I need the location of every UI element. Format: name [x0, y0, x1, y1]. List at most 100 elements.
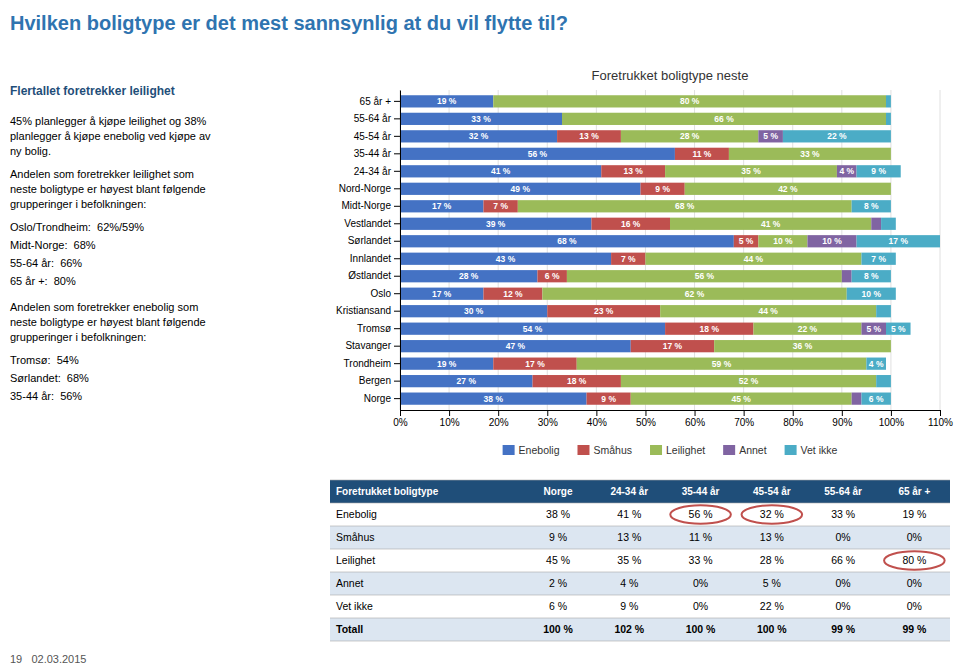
- data-label: 13 %: [579, 131, 599, 141]
- x-tick: 0%: [393, 410, 408, 428]
- text-line: grupperinger i befolkningen:: [10, 198, 146, 210]
- bar-segment: [876, 305, 891, 317]
- table-cell: 0%: [693, 600, 708, 612]
- bar-segment: [631, 340, 714, 352]
- footer: 19 02.03.2015: [10, 653, 86, 665]
- chart-title: Foretrukket boligtype neste: [592, 68, 749, 83]
- bar-segment: [645, 253, 861, 265]
- bar-segment: [886, 323, 911, 335]
- bar-segment: [665, 323, 753, 335]
- bar-segment: [400, 200, 483, 212]
- y-tick: Oslo: [370, 288, 400, 299]
- bar-segment: [537, 270, 566, 282]
- series-bars: [493, 95, 891, 405]
- bar-segment: [852, 393, 862, 405]
- y-tick: 24-34 år: [354, 166, 400, 177]
- y-tick-label: 55-64 år: [354, 113, 392, 124]
- panel-paragraph: Andelen som foretrekker leilighet somnes…: [10, 168, 206, 210]
- y-tick: 65 år +: [360, 96, 400, 107]
- data-label: 33 %: [800, 149, 820, 159]
- table-cell: 38 %: [546, 508, 570, 520]
- data-label: 11 %: [692, 149, 711, 159]
- table-cell: 0%: [907, 577, 922, 589]
- legend-swatch: [650, 445, 662, 455]
- y-tick: Østlandet: [348, 270, 400, 281]
- bar-segment: [861, 323, 886, 335]
- bar-segment: [557, 130, 621, 142]
- table-cell: 0%: [907, 531, 922, 543]
- data-label: 39 %: [486, 219, 506, 229]
- y-tick-mark: [394, 276, 400, 277]
- bar-segment: [861, 253, 895, 265]
- x-tick-label: 20%: [489, 417, 509, 428]
- panel-header: Flertallet foretrekker leilighet: [10, 84, 175, 98]
- y-tick: Nord-Norge: [339, 183, 400, 194]
- bar-segment: [577, 358, 867, 370]
- table-header: 45-54 år: [753, 486, 791, 497]
- y-tick-mark: [394, 188, 400, 189]
- table-cell: 99 %: [902, 623, 927, 635]
- bar-segment: [518, 200, 852, 212]
- text-line: 65 år +: 80%: [10, 275, 76, 287]
- table-header-bg: [330, 480, 950, 503]
- x-tick-label: 50%: [636, 417, 656, 428]
- panel-paragraph: Andelen som foretrekker enebolig somnest…: [10, 301, 206, 343]
- bar-segment: [852, 270, 891, 282]
- data-label: 54 %: [523, 324, 543, 334]
- y-tick-mark: [394, 381, 400, 382]
- x-tick: 10%: [440, 410, 460, 428]
- bar-segment: [685, 183, 891, 195]
- table-cell: 0%: [836, 531, 851, 543]
- data-label: 18 %: [700, 324, 720, 334]
- x-tick-label: 80%: [783, 417, 803, 428]
- bar-segment: [857, 165, 901, 177]
- data-label: 41 %: [761, 219, 781, 229]
- y-tick-label: 65 år +: [360, 96, 392, 107]
- x-tick: 90%: [832, 410, 852, 428]
- bar-segment: [842, 270, 852, 282]
- bar-segment: [734, 235, 759, 247]
- bar-segment: [400, 183, 641, 195]
- table-header: 55-64 år: [824, 486, 862, 497]
- data-label: 17 %: [432, 289, 452, 299]
- table-header: 65 år +: [898, 486, 930, 497]
- table-cell: 0%: [907, 600, 922, 612]
- data-label: 13 %: [623, 166, 643, 176]
- x-tick: 80%: [783, 410, 803, 428]
- panel-bullet: 35-44 år: 56%: [10, 390, 82, 402]
- bar-segment: [562, 113, 886, 125]
- x-tick-mark: [744, 410, 745, 416]
- table-cell: Enebolig: [336, 508, 377, 520]
- y-tick-label: Tromsø: [357, 323, 391, 334]
- bar-segment: [483, 288, 542, 300]
- text-line: Andelen som foretrekker enebolig som: [10, 301, 198, 313]
- x-tick-label: 10%: [440, 417, 460, 428]
- y-tick-label: Stavanger: [345, 340, 391, 351]
- data-label: 6 %: [869, 394, 884, 404]
- bar-segment: [783, 130, 891, 142]
- y-tick-label: Trondheim: [344, 358, 391, 369]
- y-tick: Kristiansand: [336, 305, 400, 316]
- bar-segment: [591, 218, 670, 230]
- y-tick-mark: [394, 136, 400, 137]
- data-label: 44 %: [744, 254, 764, 264]
- x-tick-mark: [596, 410, 597, 416]
- x-tick-label: 30%: [538, 417, 558, 428]
- bar-segment: [621, 375, 876, 387]
- text-line: Andelen som foretrekker leilighet som: [10, 168, 194, 180]
- table-row-bg: [330, 526, 950, 549]
- legend-item: Enebolig: [503, 444, 560, 456]
- highlight-ellipse: [670, 505, 731, 523]
- panel-bullet: Midt-Norge: 68%: [10, 239, 96, 251]
- x-tick: 60%: [685, 410, 705, 428]
- table-row-bg: [330, 572, 950, 595]
- y-tick-mark: [394, 101, 400, 102]
- data-label: 44 %: [758, 306, 778, 316]
- table-cell: 80 %: [902, 554, 926, 566]
- table-cell: 9 %: [620, 600, 638, 612]
- text-line: Flertallet foretrekker leilighet: [10, 84, 175, 98]
- legend-label: Enebolig: [519, 444, 560, 456]
- x-tick-mark: [449, 410, 450, 416]
- data-label: 5 %: [891, 324, 906, 334]
- text-line: 55-64 år: 66%: [10, 257, 82, 269]
